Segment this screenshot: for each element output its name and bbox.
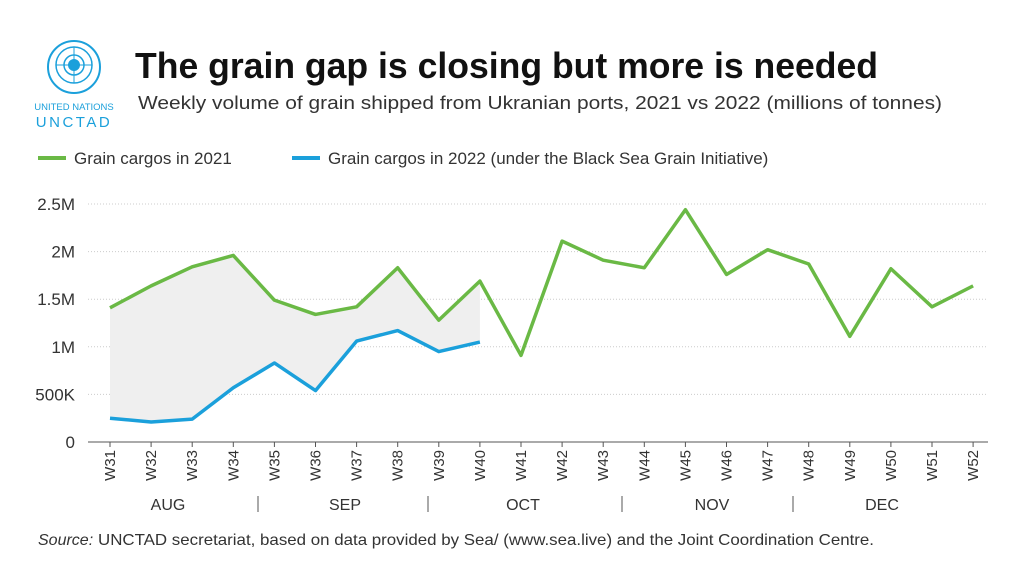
x-tick-label: W33 — [184, 450, 201, 481]
x-tick-label: W45 — [677, 450, 694, 481]
x-tick-label: W51 — [924, 450, 941, 481]
x-tick-label: W46 — [719, 450, 736, 481]
month-label: AUG — [151, 497, 186, 514]
month-label: DEC — [865, 497, 899, 514]
x-tick-label: W50 — [883, 450, 900, 481]
x-tick-label: W43 — [595, 450, 612, 481]
source-label: Source: — [38, 532, 93, 549]
y-tick-label: 0 — [66, 433, 75, 452]
x-tick-label: W47 — [760, 450, 777, 481]
x-tick-label: W38 — [390, 450, 407, 481]
y-tick-label: 2M — [51, 243, 75, 262]
series-line — [109, 207, 974, 358]
chart-subtitle: Weekly volume of grain shipped from Ukra… — [138, 93, 942, 113]
gap-area — [110, 255, 480, 423]
org-line2: UNCTAD — [36, 114, 112, 131]
x-tick-label: W37 — [349, 450, 366, 481]
x-tick-label: W34 — [225, 450, 242, 481]
legend-label: Grain cargos in 2021 — [74, 149, 232, 168]
x-tick-label: W48 — [801, 450, 818, 481]
x-tick-label: W41 — [513, 450, 530, 481]
y-tick-label: 2.5M — [37, 195, 75, 214]
x-tick-label: W44 — [636, 450, 653, 481]
month-label: SEP — [329, 497, 361, 514]
y-tick-label: 1.5M — [37, 290, 75, 309]
x-tick-label: W31 — [102, 450, 119, 481]
chart-title: The grain gap is closing but more is nee… — [135, 45, 878, 86]
org-line1: UNITED NATIONS — [34, 102, 114, 113]
series-line — [109, 328, 481, 424]
x-tick-label: W40 — [472, 450, 489, 481]
y-tick-label: 1M — [51, 338, 75, 357]
x-tick-label: W49 — [842, 450, 859, 481]
y-tick-label: 500K — [35, 385, 75, 404]
source-text: UNCTAD secretariat, based on data provid… — [98, 532, 874, 549]
x-tick-label: W36 — [308, 450, 325, 481]
x-tick-label: W39 — [431, 450, 448, 481]
un-logo — [47, 40, 101, 94]
x-tick-label: W35 — [266, 450, 283, 481]
x-tick-label: W42 — [554, 450, 571, 481]
month-label: OCT — [506, 497, 540, 514]
x-tick-label: W52 — [965, 450, 982, 481]
x-tick-label: W32 — [143, 450, 160, 481]
month-label: NOV — [695, 497, 730, 514]
legend-label: Grain cargos in 2022 (under the Black Se… — [328, 149, 768, 168]
